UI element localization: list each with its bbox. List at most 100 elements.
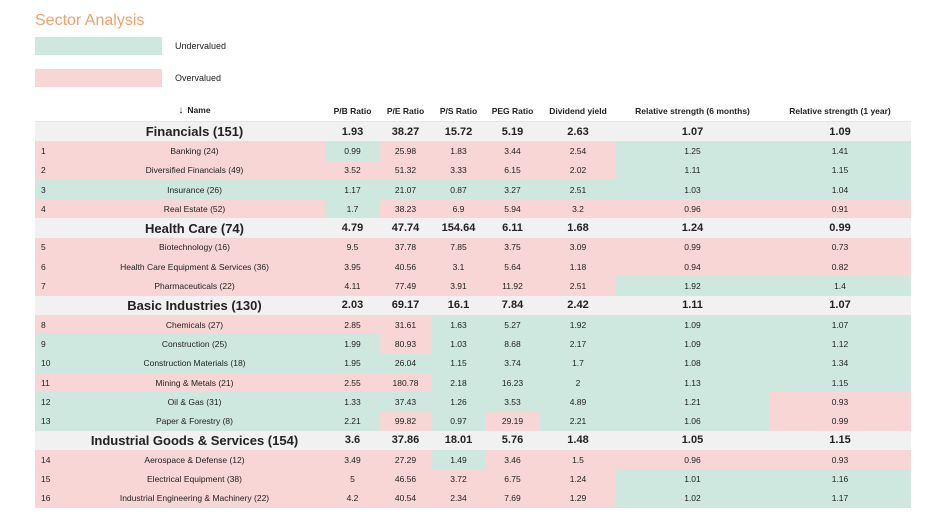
sector-row: Industrial Goods & Services (154) 3.6 37.8… (35, 430, 911, 451)
dividend-value: 2.21 (540, 411, 616, 431)
header-rs-6m[interactable]: Relative strength (6 months) (616, 100, 769, 122)
pe-value: 40.54 (379, 488, 432, 508)
header-ps[interactable]: P/S Ratio (432, 100, 485, 122)
table-row: 9 Construction (25) 1.99 80.93 1.03 8.68 2.17 1… (35, 334, 911, 354)
industry-name: Biotechnology (16) (63, 237, 326, 258)
table-row: 7 Pharmaceuticals (22) 4.11 77.49 3.91 11.92 2… (35, 276, 911, 296)
pe-value: 77.49 (379, 276, 432, 296)
ps-value: 18.01 (432, 430, 485, 451)
rs-1y-value: 1.12 (769, 334, 911, 354)
header-pb[interactable]: P/B Ratio (326, 100, 379, 122)
peg-value: 5.27 (485, 314, 540, 335)
pb-value: 3.52 (326, 160, 379, 180)
ps-value: 154.64 (432, 218, 485, 238)
pe-value: 80.93 (379, 334, 432, 354)
dividend-value: 1.24 (540, 469, 616, 489)
legend-swatch-undervalued (35, 37, 162, 55)
row-index (35, 121, 63, 142)
rs-1y-value: 0.93 (769, 450, 911, 470)
sort-down-icon[interactable]: ↓ (178, 105, 184, 116)
row-index: 6 (35, 257, 63, 277)
pb-value: 2.21 (326, 411, 379, 431)
legend-swatch-overvalued (35, 69, 162, 87)
pb-value: 3.6 (326, 430, 379, 451)
pe-value: 25.98 (379, 141, 432, 161)
dividend-value: 3.2 (540, 199, 616, 219)
rs-1y-value: 0.82 (769, 257, 911, 277)
rs-6m-value: 1.09 (616, 314, 769, 335)
rs-6m-value: 0.96 (616, 199, 769, 219)
pb-value: 1.17 (326, 179, 379, 200)
row-index: 9 (35, 334, 63, 354)
legend-overvalued: Overvalued (35, 69, 221, 87)
rs-6m-value: 1.11 (616, 295, 769, 315)
rs-6m-value: 1.05 (616, 430, 769, 451)
pb-value: 3.49 (326, 450, 379, 470)
pb-value: 2.03 (326, 295, 379, 315)
rs-6m-value: 1.03 (616, 179, 769, 200)
header-peg[interactable]: PEG Ratio (485, 100, 540, 122)
header-dividend[interactable]: Dividend yield (540, 100, 616, 122)
sector-row: Basic Industries (130) 2.03 69.17 16.1 7.84 2… (35, 295, 911, 315)
industry-name: Oil & Gas (31) (63, 392, 326, 412)
dividend-value: 3.09 (540, 237, 616, 258)
industry-name: Diversified Financials (49) (63, 160, 326, 180)
pe-value: 47.74 (379, 218, 432, 238)
row-index: 16 (35, 488, 63, 508)
ps-value: 16.1 (432, 295, 485, 315)
table-row: 13 Paper & Forestry (8) 2.21 99.82 0.97 29.19… (35, 411, 911, 431)
peg-value: 3.75 (485, 237, 540, 258)
rs-1y-value: 1.15 (769, 430, 911, 451)
row-index: 4 (35, 199, 63, 219)
peg-value: 3.46 (485, 450, 540, 470)
ps-value: 3.91 (432, 276, 485, 296)
pb-value: 2.55 (326, 372, 379, 393)
peg-value: 11.92 (485, 276, 540, 296)
rs-1y-value: 1.4 (769, 276, 911, 296)
dividend-value: 2.02 (540, 160, 616, 180)
pe-value: 46.56 (379, 469, 432, 489)
table-row: 15 Electrical Equipment (38) 5 46.56 3.72 6.7… (35, 469, 911, 489)
table-row: 11 Mining & Metals (21) 2.55 180.78 2.18 16.2… (35, 372, 911, 393)
industry-name: Construction (25) (63, 334, 326, 354)
ps-value: 1.15 (432, 353, 485, 373)
table-header-row: ↓ Name P/B Ratio P/E Ratio P/S Ratio PEG … (35, 100, 911, 122)
industry-name: Banking (24) (63, 141, 326, 161)
dividend-value: 1.29 (540, 488, 616, 508)
header-rs-1y[interactable]: Relative strength (1 year) (769, 100, 911, 122)
rs-1y-value: 1.34 (769, 353, 911, 373)
pb-value: 4.2 (326, 488, 379, 508)
peg-value: 3.27 (485, 179, 540, 200)
pe-value: 21.07 (379, 179, 432, 200)
table-row: 4 Real Estate (52) 1.7 38.23 6.9 5.94 3.2 0.96 0… (35, 199, 911, 219)
pe-value: 38.23 (379, 199, 432, 219)
industry-name: Paper & Forestry (8) (63, 411, 326, 431)
header-pe[interactable]: P/E Ratio (379, 100, 432, 122)
sector-name: Financials (151) (63, 121, 326, 142)
pb-value: 1.95 (326, 353, 379, 373)
rs-6m-value: 1.25 (616, 141, 769, 161)
rs-1y-value: 0.99 (769, 411, 911, 431)
header-name[interactable]: ↓ Name (63, 100, 326, 122)
row-index: 14 (35, 450, 63, 470)
sector-row: Financials (151) 1.93 38.27 15.72 5.19 2.63 1.… (35, 121, 911, 142)
ps-value: 3.33 (432, 160, 485, 180)
pb-value: 3.95 (326, 257, 379, 277)
pb-value: 1.33 (326, 392, 379, 412)
rs-1y-value: 1.07 (769, 295, 911, 315)
pb-value: 4.11 (326, 276, 379, 296)
rs-6m-value: 1.02 (616, 488, 769, 508)
row-index: 2 (35, 160, 63, 180)
dividend-value: 1.68 (540, 218, 616, 238)
rs-1y-value: 0.91 (769, 199, 911, 219)
pe-value: 37.86 (379, 430, 432, 451)
rs-6m-value: 1.07 (616, 121, 769, 142)
table-body: Financials (151) 1.93 38.27 15.72 5.19 2.63 1.… (35, 121, 911, 508)
ps-value: 2.34 (432, 488, 485, 508)
peg-value: 7.69 (485, 488, 540, 508)
pe-value: 99.82 (379, 411, 432, 431)
legend-undervalued: Undervalued (35, 37, 226, 55)
pe-value: 69.17 (379, 295, 432, 315)
industry-name: Construction Materials (18) (63, 353, 326, 373)
